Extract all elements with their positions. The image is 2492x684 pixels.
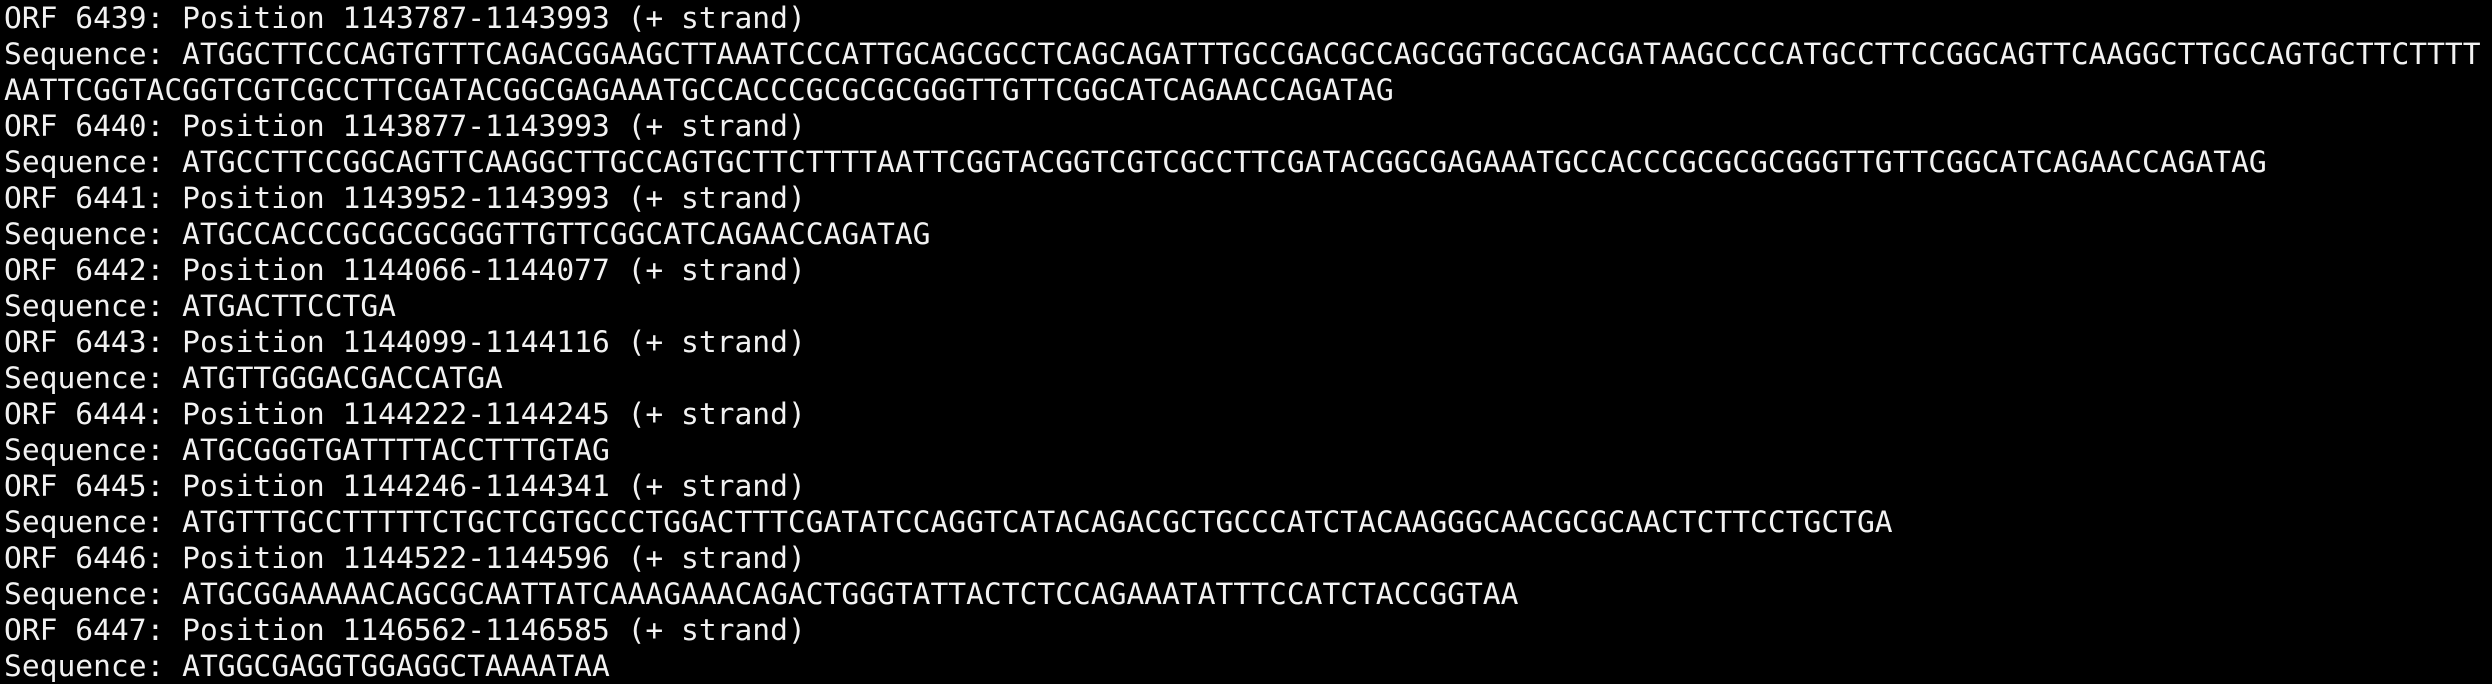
- orf-sequence: Sequence: ATGACTTCCTGA: [4, 289, 396, 323]
- orf-sequence: Sequence: ATGTTGGGACGACCATGA: [4, 361, 503, 395]
- orf-header: ORF 6442: Position 1144066-1144077 (+ st…: [4, 253, 806, 287]
- orf-header: ORF 6447: Position 1146562-1146585 (+ st…: [4, 613, 806, 647]
- orf-header: ORF 6440: Position 1143877-1143993 (+ st…: [4, 109, 806, 143]
- orf-header: ORF 6443: Position 1144099-1144116 (+ st…: [4, 325, 806, 359]
- orf-sequence: Sequence: ATGGCGAGGTGGAGGCTAAAATAA: [4, 649, 610, 683]
- orf-header: ORF 6441: Position 1143952-1143993 (+ st…: [4, 181, 806, 215]
- orf-header: ORF 6439: Position 1143787-1143993 (+ st…: [4, 1, 806, 35]
- orf-header: ORF 6446: Position 1144522-1144596 (+ st…: [4, 541, 806, 575]
- orf-header: ORF 6444: Position 1144222-1144245 (+ st…: [4, 397, 806, 431]
- orf-sequence: Sequence: ATGCGGAAAAACAGCGCAATTATCAAAGAA…: [4, 577, 1519, 611]
- orf-sequence: Sequence: ATGGCTTCCCAGTGTTTCAGACGGAAGCTT…: [4, 37, 2481, 107]
- orf-sequence: Sequence: ATGCGGGTGATTTTACCTTTGTAG: [4, 433, 610, 467]
- orf-sequence: Sequence: ATGCCACCCGCGCGCGGGTTGTTCGGCATC…: [4, 217, 931, 251]
- orf-sequence: Sequence: ATGCCTTCCGGCAGTTCAAGGCTTGCCAGT…: [4, 145, 2267, 179]
- orf-header: ORF 6445: Position 1144246-1144341 (+ st…: [4, 469, 806, 503]
- orf-sequence: Sequence: ATGTTTGCCTTTTTCTGCTCGTGCCCTGGA…: [4, 505, 1893, 539]
